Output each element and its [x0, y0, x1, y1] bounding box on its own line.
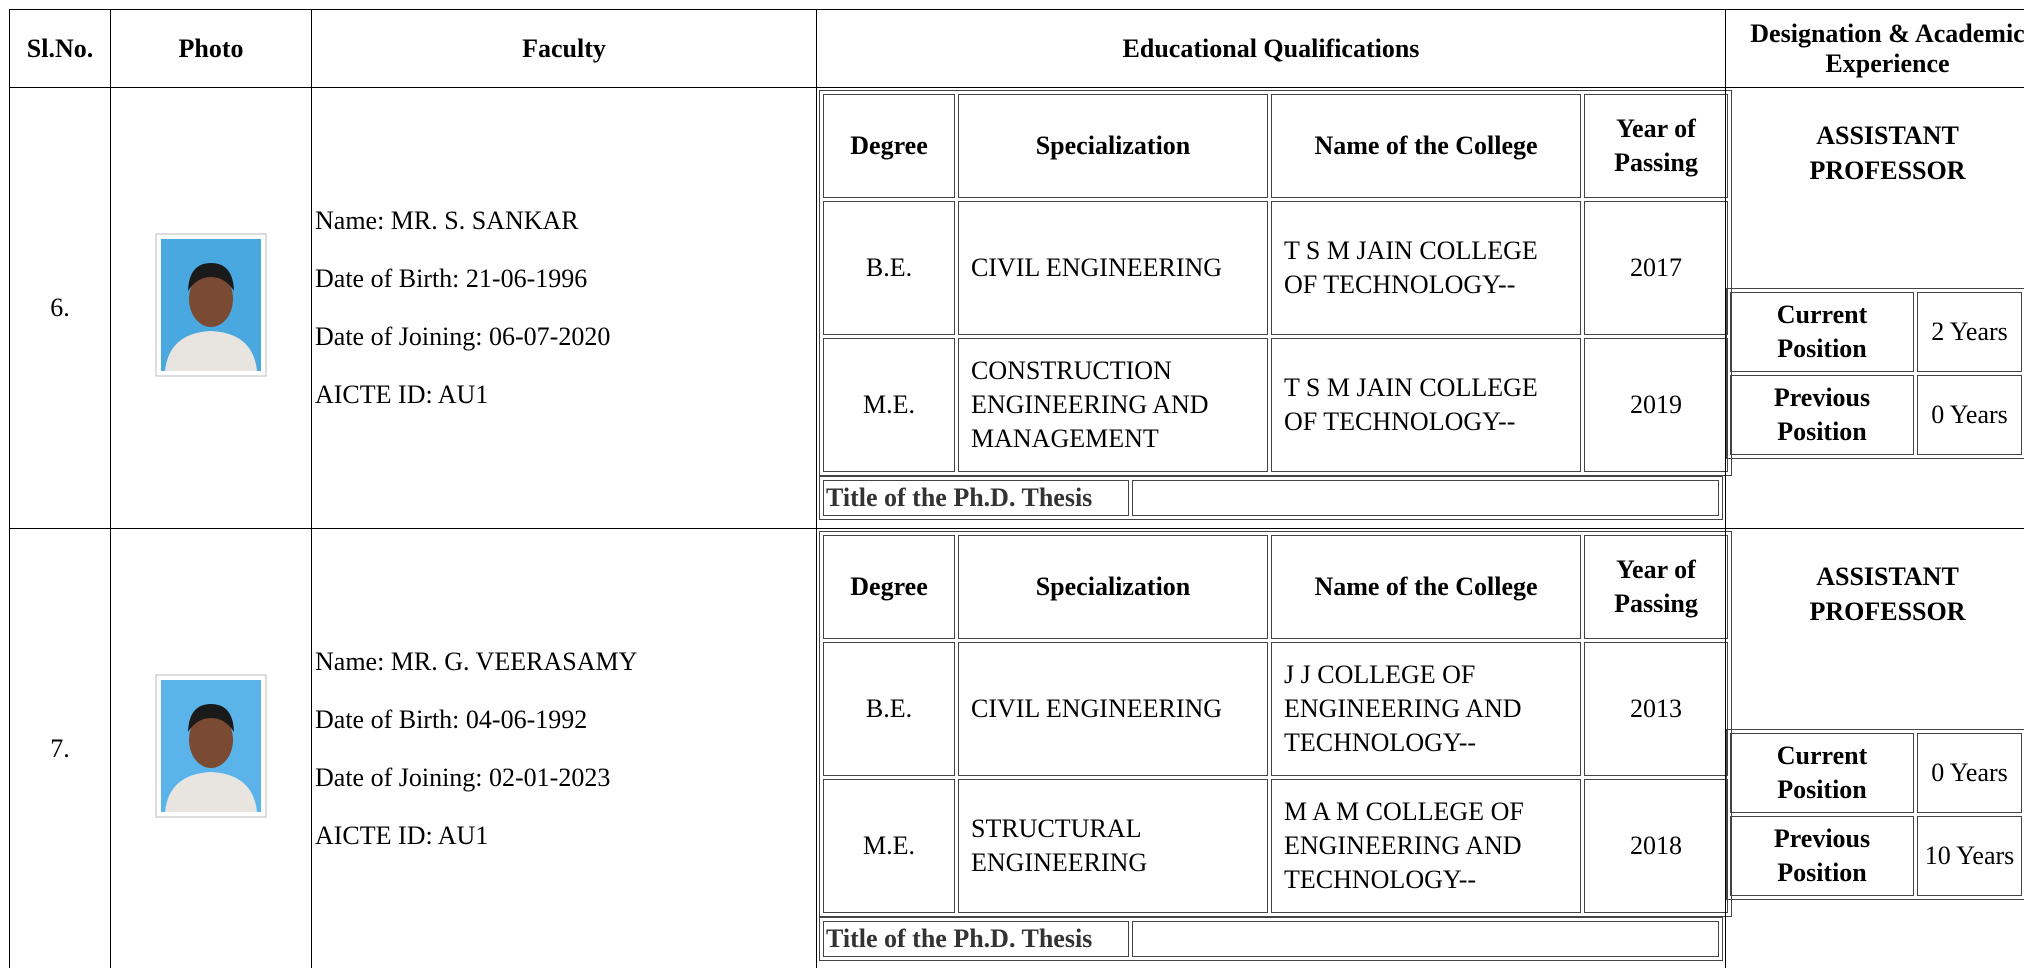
qualification-header: Degree — [823, 535, 955, 639]
qualifications-cell: Degree Specialization Name of the College Y… — [816, 528, 1732, 968]
qualification-cell: CIVIL ENGINEERING — [958, 642, 1268, 776]
qualification-cell: 2019 — [1584, 338, 1728, 472]
thesis-label: Title of the Ph.D. Thesis — [823, 480, 1129, 516]
faculty-cell: Name: MR. S. SANKAR Date of Birth: 21-06-… — [311, 87, 817, 529]
table-wrapper: Sl.No. Photo Faculty Educational Qualifi… — [9, 9, 2024, 968]
serial-number: 7. — [9, 528, 111, 968]
experience-label: Current Position — [1730, 292, 1914, 372]
header-cell: Educational Qualifications — [816, 9, 1726, 88]
experience-table: Current Position 0 Years Previous Position… — [1726, 729, 2024, 900]
qualification-cell: 2017 — [1584, 201, 1728, 335]
header-cell: Faculty — [311, 9, 817, 88]
faculty-row: 7. Name: MR. G. VEERASAMY Date of Birth: … — [9, 528, 2024, 968]
qualifications-table: Degree Specialization Name of the College Y… — [819, 531, 1732, 917]
qualifications-header: Degree Specialization Name of the College Y… — [823, 535, 1728, 639]
photo-cell — [110, 528, 312, 968]
experience-value: 2 Years — [1917, 292, 2022, 372]
experience-value: 0 Years — [1917, 733, 2022, 813]
designation: ASSISTANT PROFESSOR — [1809, 121, 1966, 185]
experience-label: Previous Position — [1730, 816, 1914, 896]
qualification-header: Name of the College — [1271, 535, 1581, 639]
faculty-detail: Name: MR. S. SANKAR — [315, 206, 579, 235]
faculty-detail: AICTE ID: AU1 — [315, 821, 489, 850]
thesis-table: Title of the Ph.D. Thesis — [819, 917, 1723, 961]
qualification-header: Degree — [823, 94, 955, 198]
qualification-header: Specialization — [958, 94, 1268, 198]
header-row: Sl.No. Photo Faculty Educational Qualifi… — [9, 9, 2024, 88]
faculty-detail: Date of Joining: 02-01-2023 — [315, 763, 611, 792]
experience-row: Current Position 2 Years — [1730, 292, 2022, 372]
qualification-header: Year of Passing — [1584, 535, 1728, 639]
faculty-detail: Date of Birth: 21-06-1996 — [315, 264, 588, 293]
photo — [155, 674, 267, 817]
thesis-row: Title of the Ph.D. Thesis — [823, 921, 1719, 957]
experience-row: Current Position 0 Years — [1730, 733, 2022, 813]
header-cell: Designation & Academic Experience — [1725, 9, 2024, 88]
experience-table: Current Position 2 Years Previous Position… — [1726, 288, 2024, 459]
faculty-detail: Name: MR. G. VEERASAMY — [315, 647, 638, 676]
thesis-value — [1132, 921, 1719, 957]
designation-cell: ASSISTANT PROFESSOR Current Position 0 Yea… — [1725, 528, 2024, 968]
experience-label: Current Position — [1730, 733, 1914, 813]
qualification-cell: 2013 — [1584, 642, 1728, 776]
serial-number: 6. — [9, 87, 111, 529]
qualification-cell: CIVIL ENGINEERING — [958, 201, 1268, 335]
experience-label: Previous Position — [1730, 375, 1914, 455]
faculty-detail: AICTE ID: AU1 — [315, 380, 489, 409]
designation-cell: ASSISTANT PROFESSOR Current Position 2 Yea… — [1725, 87, 2024, 529]
thesis-label: Title of the Ph.D. Thesis — [823, 921, 1129, 957]
qualification-cell: J J COLLEGE OF ENGINEERING AND TECHNOLOG… — [1271, 642, 1581, 776]
photo — [155, 233, 267, 376]
qualification-cell: 2018 — [1584, 779, 1728, 913]
header-cell: Sl.No. — [9, 9, 111, 88]
photo-cell — [110, 87, 312, 529]
qualification-cell: STRUCTURAL ENGINEERING — [958, 779, 1268, 913]
experience-row: Previous Position 10 Years — [1730, 816, 2022, 896]
qualification-row: M.E. STRUCTURAL ENGINEERING M A M COLLEGE … — [823, 779, 1728, 913]
qualification-header: Specialization — [958, 535, 1268, 639]
qualification-cell: B.E. — [823, 201, 955, 335]
faculty-cell: Name: MR. G. VEERASAMY Date of Birth: 04-… — [311, 528, 817, 968]
thesis-value — [1132, 480, 1719, 516]
faculty-detail: Date of Birth: 04-06-1992 — [315, 705, 588, 734]
qualifications-cell: Degree Specialization Name of the College Y… — [816, 87, 1732, 529]
faculty-table: Sl.No. Photo Faculty Educational Qualifi… — [9, 9, 2024, 968]
thesis-row: Title of the Ph.D. Thesis — [823, 480, 1719, 516]
faculty-row: 6. Name: MR. S. SANKAR Date of Birth: 21-… — [9, 87, 2024, 529]
qualification-row: B.E. CIVIL ENGINEERING T S M JAIN COLLEGE … — [823, 201, 1728, 335]
qualification-cell: T S M JAIN COLLEGE OF TECHNOLOGY-- — [1271, 338, 1581, 472]
qualification-cell: M.E. — [823, 338, 955, 472]
qualification-cell: M A M COLLEGE OF ENGINEERING AND TECHNOL… — [1271, 779, 1581, 913]
qualification-header: Name of the College — [1271, 94, 1581, 198]
designation: ASSISTANT PROFESSOR — [1809, 562, 1966, 626]
qualification-header: Year of Passing — [1584, 94, 1728, 198]
qualification-cell: M.E. — [823, 779, 955, 913]
experience-value: 0 Years — [1917, 375, 2022, 455]
qualification-row: B.E. CIVIL ENGINEERING J J COLLEGE OF ENGI… — [823, 642, 1728, 776]
qualifications-table: Degree Specialization Name of the College Y… — [819, 90, 1732, 476]
qualification-cell: CONSTRUCTION ENGINEERING AND MANAGEMENT — [958, 338, 1268, 472]
thesis-table: Title of the Ph.D. Thesis — [819, 476, 1723, 520]
faculty-detail: Date of Joining: 06-07-2020 — [315, 322, 611, 351]
header-cell: Photo — [110, 9, 312, 88]
qualifications-header: Degree Specialization Name of the College Y… — [823, 94, 1728, 198]
experience-row: Previous Position 0 Years — [1730, 375, 2022, 455]
qualification-row: M.E. CONSTRUCTION ENGINEERING AND MANAGEM… — [823, 338, 1728, 472]
experience-value: 10 Years — [1917, 816, 2022, 896]
qualification-cell: B.E. — [823, 642, 955, 776]
qualification-cell: T S M JAIN COLLEGE OF TECHNOLOGY-- — [1271, 201, 1581, 335]
